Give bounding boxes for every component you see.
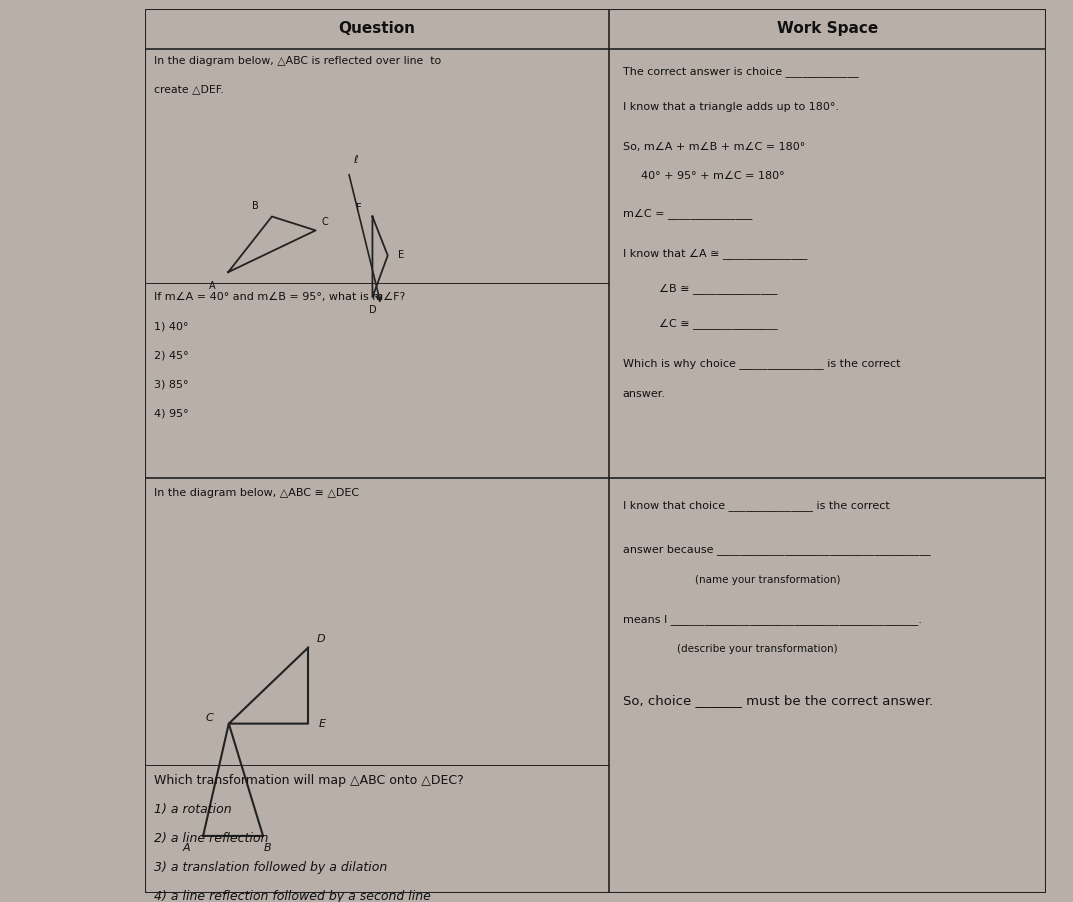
Text: A: A [183,843,191,853]
Text: C: C [205,713,212,723]
Text: answer because ______________________________________: answer because _________________________… [622,544,930,555]
Text: means I ____________________________________________.: means I ________________________________… [622,614,922,625]
Text: The correct answer is choice _____________: The correct answer is choice ___________… [622,67,858,78]
Text: If m∠A = 40° and m∠B = 95°, what is m∠F?: If m∠A = 40° and m∠B = 95°, what is m∠F? [153,292,406,302]
Text: 40° + 95° + m∠C = 180°: 40° + 95° + m∠C = 180° [641,170,784,180]
Text: 4) a line reflection followed by a second line: 4) a line reflection followed by a secon… [153,890,430,902]
Text: Which is why choice _______________ is the correct: Which is why choice _______________ is t… [622,358,900,369]
Text: B: B [252,201,259,211]
Text: 1) 40°: 1) 40° [153,321,189,331]
Text: So, choice _______ must be the correct answer.: So, choice _______ must be the correct a… [622,695,932,707]
Text: (name your transformation): (name your transformation) [694,575,840,584]
Text: D: D [317,634,325,644]
Text: B: B [264,843,271,853]
Text: Question: Question [338,22,415,36]
Text: 3) 85°: 3) 85° [153,380,189,390]
Text: create △DEF.: create △DEF. [153,84,223,94]
Text: Work Space: Work Space [777,22,878,36]
Text: I know that choice _______________ is the correct: I know that choice _______________ is th… [622,500,890,511]
Text: So, m∠A + m∠B + m∠C = 180°: So, m∠A + m∠B + m∠C = 180° [622,142,805,152]
Text: In the diagram below, △ABC is reflected over line  to: In the diagram below, △ABC is reflected … [153,56,441,66]
Text: ∠C ≅ _______________: ∠C ≅ _______________ [659,318,777,329]
Text: D: D [369,305,377,315]
Text: E: E [319,719,326,729]
Text: F: F [356,203,362,213]
Text: I know that ∠A ≅ _______________: I know that ∠A ≅ _______________ [622,248,807,259]
Text: 2) a line reflection: 2) a line reflection [153,832,268,845]
Text: Which transformation will map △ABC onto △DEC?: Which transformation will map △ABC onto … [153,774,464,787]
Text: m∠C = _______________: m∠C = _______________ [622,208,752,219]
Text: C: C [321,216,328,226]
Text: 2) 45°: 2) 45° [153,350,189,360]
Text: answer.: answer. [622,389,665,399]
Text: (describe your transformation): (describe your transformation) [677,644,837,654]
Text: 4) 95°: 4) 95° [153,409,189,419]
Text: 3) a translation followed by a dilation: 3) a translation followed by a dilation [153,861,387,874]
Text: E: E [398,251,405,261]
Text: In the diagram below, △ABC ≅ △DEC: In the diagram below, △ABC ≅ △DEC [153,488,359,498]
Text: A: A [208,281,216,291]
Text: I know that a triangle adds up to 180°.: I know that a triangle adds up to 180°. [622,102,839,112]
Text: 1) a rotation: 1) a rotation [153,803,232,815]
Text: ∠B ≅ _______________: ∠B ≅ _______________ [659,283,777,294]
Text: ℓ: ℓ [353,155,357,165]
